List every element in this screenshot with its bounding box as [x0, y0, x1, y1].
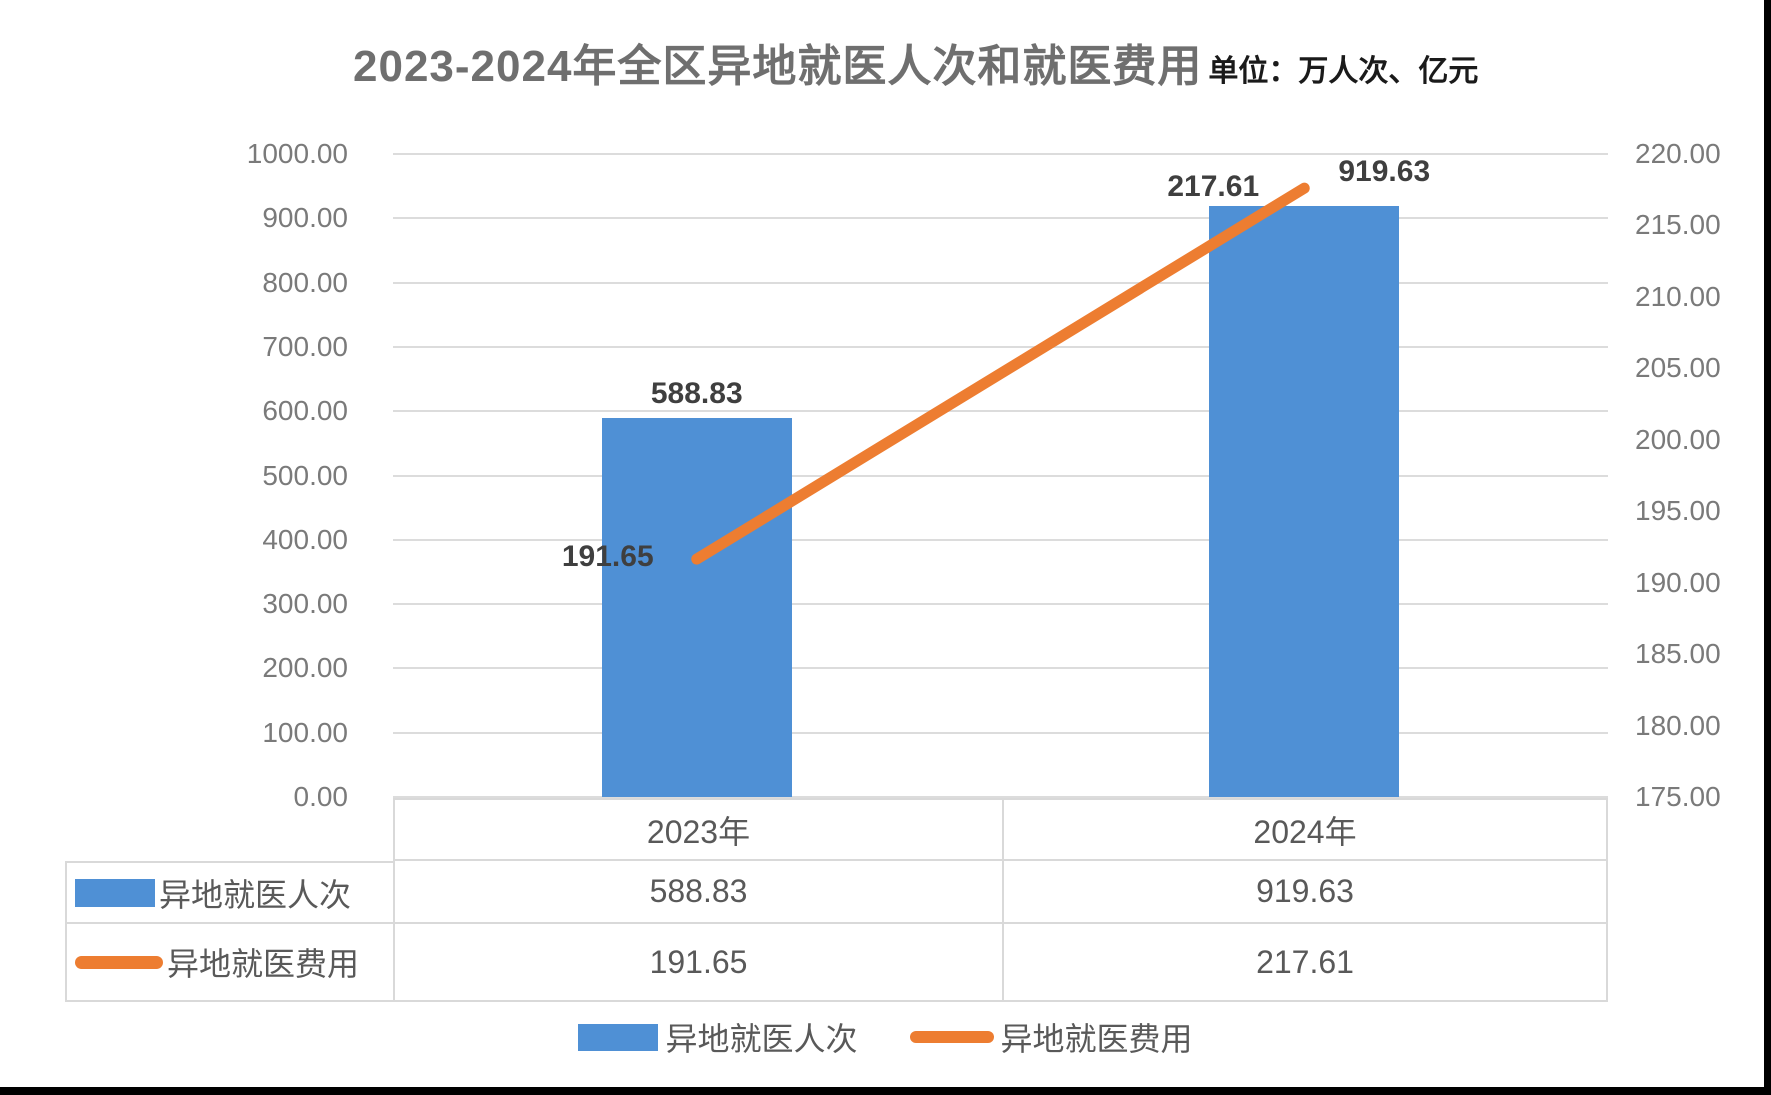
table-row-label-bar-series: 异地就医人次 — [65, 861, 393, 924]
h-gridline — [393, 281, 1608, 284]
right-axis-tick-label: 190.00 — [1635, 566, 1721, 598]
right-axis-tick-label: 185.00 — [1635, 638, 1721, 670]
legend-label: 异地就医费用 — [1000, 1021, 1193, 1057]
right-axis-tick-label: 215.00 — [1635, 209, 1721, 241]
right-axis-tick-label: 220.00 — [1635, 138, 1721, 169]
h-gridline — [393, 345, 1608, 348]
chart-title: 2023-2024年全区异地就医人次和就医费用 — [353, 42, 1203, 91]
left-axis-tick-label: 0.00 — [293, 781, 349, 812]
screenshot-right-border — [1764, 0, 1771, 1095]
table-row-label-line-series: 异地就医费用 — [65, 924, 393, 1002]
left-axis-tick-label: 800.00 — [262, 266, 348, 298]
h-gridline — [393, 153, 1608, 155]
left-axis-tick-label: 200.00 — [262, 652, 348, 684]
h-gridline — [393, 217, 1608, 220]
legend-label: 异地就医人次 — [665, 1021, 858, 1057]
table-value: 588.83 — [393, 861, 1002, 924]
h-gridline — [393, 667, 1608, 670]
table-value: 191.65 — [393, 924, 1002, 1002]
table-value: 919.63 — [1002, 861, 1608, 924]
table-corner-blank — [65, 798, 393, 861]
right-axis-tick-label: 180.00 — [1635, 709, 1721, 741]
legend-line-key-icon — [909, 1031, 994, 1043]
left-axis-tick-label: 1000.00 — [246, 138, 348, 169]
table-series-name: 异地就医费用 — [167, 946, 360, 982]
bar-data-label: 588.83 — [650, 377, 743, 411]
table-value: 217.61 — [1002, 924, 1608, 1002]
left-axis-tick-label: 400.00 — [262, 523, 348, 555]
legend-item-line-series: 异地就医费用 — [909, 1014, 1193, 1060]
h-gridline — [393, 603, 1608, 606]
table-header-2023年: 2023年 — [393, 798, 1002, 861]
h-gridline — [393, 474, 1608, 477]
right-axis-tick-label: 210.00 — [1635, 280, 1721, 312]
table-key-bar-icon — [75, 878, 155, 907]
left-axis-tick-label: 900.00 — [262, 202, 348, 234]
title-row: 2023-2024年全区异地就医人次和就医费用 单位：万人次、亿元 — [353, 30, 1478, 94]
legend-bar-key-icon — [578, 1023, 659, 1051]
screenshot-bottom-border — [0, 1087, 1771, 1095]
right-axis-tick-label: 175.00 — [1635, 781, 1721, 812]
left-axis-tick-label: 500.00 — [262, 459, 348, 491]
chart-legend: 异地就医人次 异地就医费用 — [0, 1012, 1771, 1062]
bar-2023年 — [601, 418, 792, 797]
unit-label: 单位：万人次、亿元 — [1208, 55, 1479, 88]
h-gridline — [393, 796, 1608, 798]
right-axis-tick-label: 205.00 — [1635, 352, 1721, 384]
table-header-2024年: 2024年 — [1002, 798, 1608, 861]
table-key-line-icon — [75, 955, 163, 969]
h-gridline — [393, 410, 1608, 413]
line-data-label: 217.61 — [1167, 170, 1260, 204]
right-axis-tick-label: 195.00 — [1635, 495, 1721, 527]
left-axis-tick-label: 600.00 — [262, 395, 348, 427]
left-axis-tick-label: 700.00 — [262, 330, 348, 362]
table-series-name: 异地就医人次 — [159, 876, 352, 913]
legend-item-bar-series: 异地就医人次 — [578, 1014, 858, 1060]
bar-data-label: 919.63 — [1338, 154, 1431, 188]
line-data-label: 191.65 — [561, 540, 654, 574]
right-axis-tick-label: 200.00 — [1635, 423, 1721, 455]
left-axis-tick-label: 300.00 — [262, 588, 348, 620]
data-table: 2023年 2024年异地就医人次 588.83 919.63 异地就医费用 191.65… — [65, 798, 1608, 1002]
h-gridline — [393, 731, 1608, 734]
left-axis-tick-label: 100.00 — [262, 716, 348, 748]
bar-2024年 — [1209, 205, 1400, 797]
